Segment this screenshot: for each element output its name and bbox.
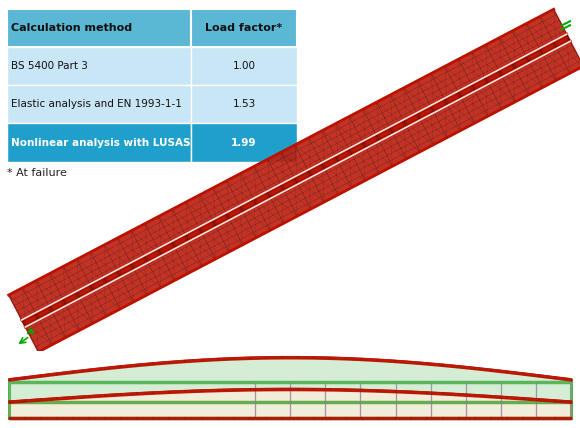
Bar bbox=[7, 85, 191, 123]
Text: Calculation method: Calculation method bbox=[11, 23, 132, 33]
Text: Load factor*: Load factor* bbox=[205, 23, 282, 33]
Text: * At failure: * At failure bbox=[7, 168, 67, 178]
Text: Elastic analysis and EN 1993-1-1: Elastic analysis and EN 1993-1-1 bbox=[11, 99, 182, 109]
Polygon shape bbox=[9, 9, 570, 327]
Text: 1.00: 1.00 bbox=[233, 61, 256, 71]
Bar bbox=[191, 85, 297, 123]
Bar bbox=[7, 123, 191, 162]
Text: 1.99: 1.99 bbox=[231, 137, 257, 148]
Text: BS 5400 Part 3: BS 5400 Part 3 bbox=[11, 61, 88, 71]
Polygon shape bbox=[21, 34, 580, 352]
Bar bbox=[7, 47, 191, 85]
Polygon shape bbox=[21, 34, 570, 327]
Text: Nonlinear analysis with LUSAS: Nonlinear analysis with LUSAS bbox=[11, 137, 191, 148]
Bar bbox=[191, 123, 297, 162]
Bar bbox=[7, 9, 191, 47]
Text: 1.53: 1.53 bbox=[233, 99, 256, 109]
Bar bbox=[191, 47, 297, 85]
Bar bbox=[191, 9, 297, 47]
Polygon shape bbox=[9, 9, 580, 352]
